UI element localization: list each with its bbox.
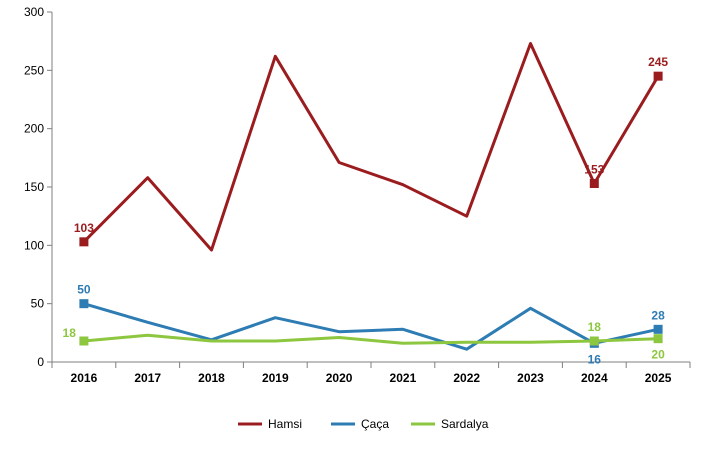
marker-Sardalya [653,334,663,344]
legend-label-Hamsi: Hamsi [268,417,302,431]
x-tick-label: 2024 [581,371,608,385]
marker-Çaça [79,299,89,309]
data-label-Çaça: 16 [588,352,602,366]
marker-Hamsi [589,179,599,188]
marker-Hamsi [653,71,663,81]
series-layer [79,42,663,351]
y-tick-label: 100 [24,238,44,252]
data-label-Sardalya: 18 [63,326,77,340]
y-tick-label: 150 [24,180,44,194]
legend: Hamsi Çaça Sardalya [238,417,489,431]
data-label-Çaça: 50 [77,283,91,297]
data-label-Sardalya: 18 [588,320,602,334]
marker-Sardalya [79,336,89,346]
data-label-Hamsi: 245 [648,55,668,69]
marker-Sardalya [589,336,599,346]
x-tick-label: 2019 [262,371,289,385]
marker-Hamsi [79,237,89,247]
marker-Çaça [653,324,663,334]
y-tick-label: 250 [24,63,44,77]
data-label-Hamsi: 103 [74,221,94,235]
x-tick-label: 2017 [134,371,161,385]
data-label-Hamsi: 153 [584,163,604,177]
data-labels: 103 153 245 50 16 28 18 18 20 [63,55,669,366]
y-tick-label: 200 [24,122,44,136]
series-line-Sardalya [82,333,660,345]
x-tick-label: 2021 [390,371,417,385]
series-line-Çaça [82,302,660,351]
x-tick-label: 2023 [517,371,544,385]
legend-label-Çaça: Çaça [361,417,389,431]
legend-label-Sardalya: Sardalya [441,417,489,431]
x-tick-label: 2016 [71,371,98,385]
data-label-Çaça: 28 [651,308,665,322]
x-tick-label: 2020 [326,371,353,385]
data-label-Sardalya: 20 [651,348,665,362]
y-tick-label: 0 [37,355,44,369]
y-tick-label: 300 [24,5,44,19]
series-line-Hamsi [82,42,660,252]
x-tick-label: 2025 [645,371,672,385]
y-tick-label: 50 [31,297,45,311]
x-tick-label: 2022 [453,371,480,385]
x-tick-label: 2018 [198,371,225,385]
